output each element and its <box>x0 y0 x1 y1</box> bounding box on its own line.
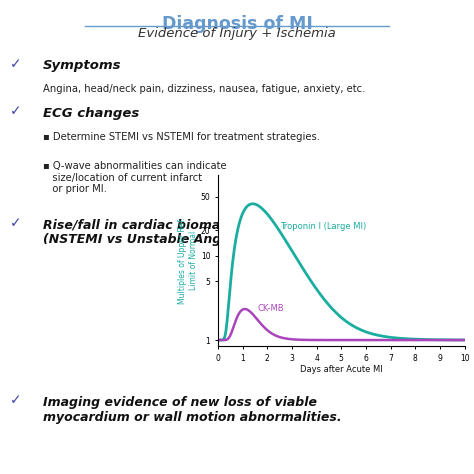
Text: ✓: ✓ <box>9 216 21 230</box>
Y-axis label: Multiples of Upper Ref.
Limit of Normal: Multiples of Upper Ref. Limit of Normal <box>179 217 198 304</box>
Text: Rise/fall in cardiac biomarkers
(NSTEMI vs Unstable Angina): Rise/fall in cardiac biomarkers (NSTEMI … <box>43 218 256 246</box>
Text: ▪ Q-wave abnormalities can indicate
   size/location of current infarct
   or pr: ▪ Q-wave abnormalities can indicate size… <box>43 161 226 194</box>
Text: Angina, head/neck pain, dizziness, nausea, fatigue, anxiety, etc.: Angina, head/neck pain, dizziness, nause… <box>43 84 365 94</box>
Text: Symptoms: Symptoms <box>43 59 121 72</box>
Text: ✓: ✓ <box>9 393 21 408</box>
Text: CK-MB: CK-MB <box>257 303 284 312</box>
Text: ▪ Determine STEMI vs NSTEMI for treatment strategies.: ▪ Determine STEMI vs NSTEMI for treatmen… <box>43 132 319 142</box>
Text: Evidence of Injury + Ischemia: Evidence of Injury + Ischemia <box>138 27 336 40</box>
X-axis label: Days after Acute MI: Days after Acute MI <box>300 365 383 374</box>
Text: ECG changes: ECG changes <box>43 107 139 119</box>
Text: ✓: ✓ <box>9 104 21 118</box>
Text: ✓: ✓ <box>9 57 21 71</box>
Text: Imaging evidence of new loss of viable
myocardium or wall motion abnormalities.: Imaging evidence of new loss of viable m… <box>43 396 341 424</box>
Text: Troponin I (Large MI): Troponin I (Large MI) <box>280 222 366 231</box>
Text: Diagnosis of MI: Diagnosis of MI <box>162 15 312 33</box>
